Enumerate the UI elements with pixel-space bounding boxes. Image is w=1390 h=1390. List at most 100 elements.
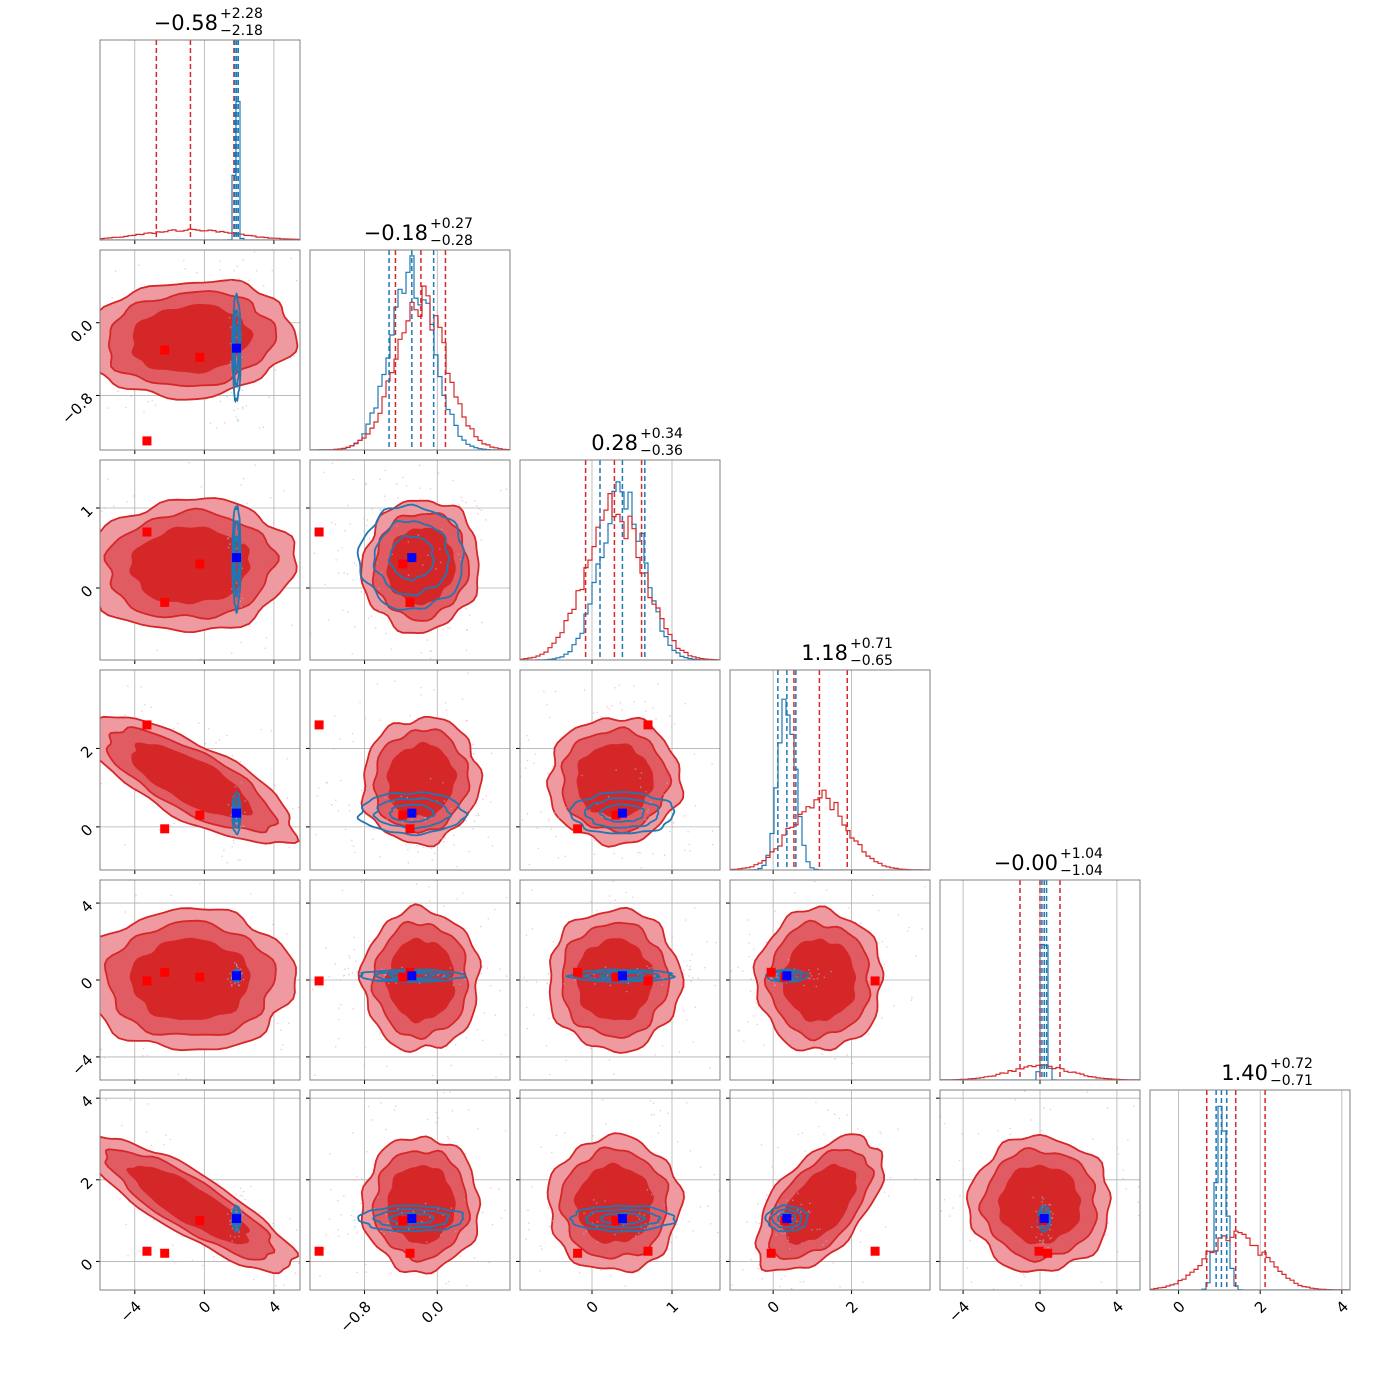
sample-point-blue [411,818,414,821]
sample-point-blue [764,1199,767,1201]
sample-point-red [380,1101,382,1104]
sample-point-red [387,1360,389,1362]
sample-point-blue [491,1223,494,1226]
sample-point-blue [651,967,653,969]
sample-point-red [533,1014,535,1016]
sample-point-red [213,442,215,444]
sample-point-red [444,837,446,839]
sample-point-red [964,1070,966,1072]
sample-point-red [185,1077,188,1080]
sample-point-red [388,1094,390,1096]
sample-point-red [548,1017,550,1020]
sample-point-blue [816,1228,818,1231]
sample-point-red [612,880,615,883]
sample-point-red [563,1132,566,1134]
sample-point-blue [676,1223,678,1226]
sample-point-blue [307,1236,309,1238]
sample-point-red [491,1024,493,1026]
sample-point-red [483,1012,486,1014]
sample-point-red [488,1261,490,1264]
sample-point-blue [656,1223,659,1226]
sample-point-red [171,1244,174,1247]
title-minus: −0.65 [850,653,893,669]
sample-point-blue [771,1205,774,1208]
sample-point-red [352,1008,355,1010]
sample-point-red [239,761,242,763]
sample-point-red [479,1318,481,1320]
sample-point-red [323,1248,326,1250]
sample-point-red [661,1045,664,1047]
sample-point-blue [344,529,346,532]
sample-point-red [513,503,515,505]
sample-point-red [36,534,38,536]
sample-point-red [451,479,454,482]
sample-point-blue [372,838,374,840]
panel-content [698,1080,928,1290]
sample-point-blue [470,1223,472,1226]
sample-point-blue [547,972,549,975]
sample-point-blue [687,831,689,833]
contour-blue [372,520,450,597]
sample-point-red [970,1281,973,1283]
sample-point-blue [796,1220,798,1223]
sample-point-blue [238,619,240,622]
sample-point-red [40,796,42,798]
sample-point-red [889,1177,892,1179]
sample-point-red [337,572,340,574]
truth-marker-red [195,972,205,982]
sample-point-blue [239,600,242,602]
contour-blue [233,535,240,583]
sample-point-red [822,863,824,865]
sample-point-blue [823,976,826,979]
sample-point-red [750,1148,752,1150]
panel-content [1150,1090,1350,1290]
sample-point-blue [238,1231,240,1233]
sample-point-red [88,369,90,371]
sample-point-red [759,1268,761,1270]
sample-point-red [926,1080,928,1082]
truth-marker-red [195,559,205,569]
sample-point-red [497,995,499,997]
panel-frame [939,879,1141,1081]
sample-point-red [528,1228,530,1231]
sample-point-red [201,1264,204,1267]
sample-point-red [356,1232,358,1234]
sample-point-red [698,1285,700,1287]
sample-point-red [730,970,732,972]
sample-point-red [119,1198,121,1200]
sample-point-red [657,683,659,685]
sample-point-red [75,1195,77,1197]
sample-point-blue [371,508,373,510]
sample-point-red [552,941,555,943]
sample-point-blue [661,983,664,986]
sample-point-red [879,957,881,959]
sample-point-red [881,1017,883,1019]
sample-point-red [534,753,537,755]
sample-point-blue [596,1202,598,1204]
sample-point-red [67,347,69,349]
sample-point-blue [635,1234,637,1237]
title-plus: +0.27 [430,216,473,232]
sample-point-red [262,426,265,429]
sample-point-red [242,477,245,480]
sample-point-red [1021,1314,1023,1316]
sample-point-blue [240,606,243,608]
sample-point-red [491,844,494,847]
truth-marker-red [870,1246,880,1256]
sample-point-blue [241,542,243,545]
sample-point-red [420,871,422,873]
sample-point-red [337,1018,340,1021]
sample-point-blue [356,970,359,973]
sample-point-blue [809,972,811,974]
sample-point-red [369,668,371,670]
sample-point-blue [236,511,238,514]
sample-point-blue [367,797,370,800]
panel-content [730,670,930,870]
sample-point-red [135,894,137,897]
sample-point-red [445,1282,448,1285]
sample-point-blue [477,796,480,799]
sample-point-red [219,400,222,403]
sample-point-red [236,265,239,267]
sample-point-red [958,1159,961,1162]
sample-point-red [291,896,293,898]
